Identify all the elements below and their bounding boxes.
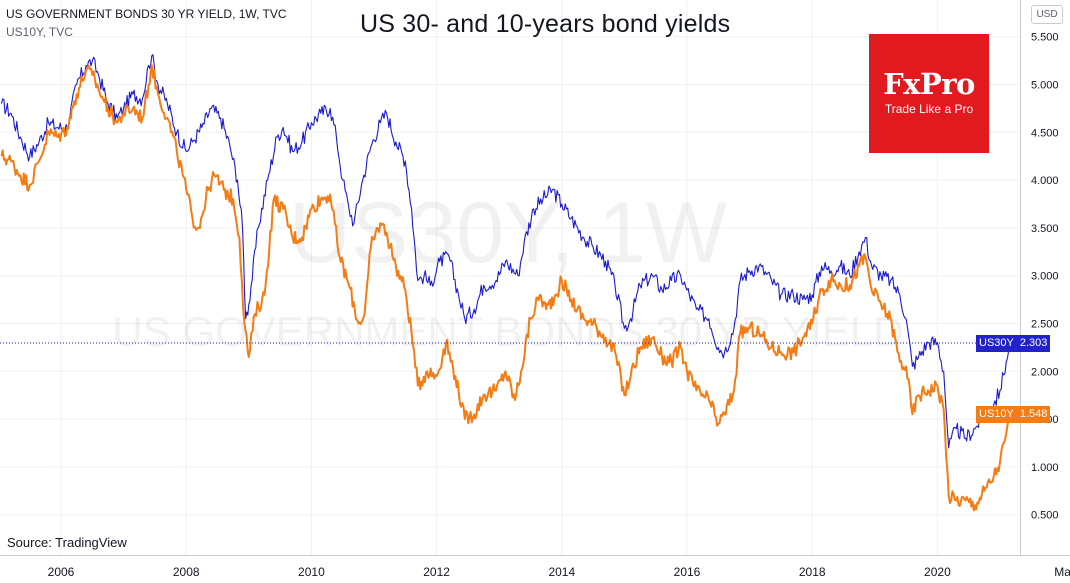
x-tick-label: Ma	[1054, 565, 1070, 579]
us30y-tag-value: 2.303	[1019, 337, 1048, 349]
us10y-last-value-tag: US10Y 1.548	[976, 406, 1051, 423]
x-tick-label: 2014	[548, 565, 575, 579]
watermark-name: US GOVERNMENT BONDS 30 YR YIELD	[112, 308, 903, 355]
source-note: Source: TradingView	[7, 535, 127, 550]
y-tick-label: 5.500	[1031, 32, 1059, 44]
x-tick-label: 2018	[799, 565, 826, 579]
chart-header-secondary: US10Y, TVC	[6, 25, 73, 39]
logo-tagline: Trade Like a Pro	[884, 102, 974, 116]
x-tick-label: 2012	[423, 565, 450, 579]
y-tick-label: 2.500	[1031, 319, 1059, 331]
us30y-last-value-tag: US30Y 2.303	[976, 335, 1051, 352]
x-tick-label: 2010	[298, 565, 325, 579]
y-tick-label: 5.000	[1031, 80, 1059, 92]
x-tick-label: 2008	[173, 565, 200, 579]
series-line-us30y	[0, 54, 1012, 449]
y-axis-ticks: 5.500 5.000 4.500 4.000 3.500 3.000 2.500 2.000…	[1031, 32, 1059, 522]
y-tick-label: 0.500	[1031, 510, 1059, 522]
x-tick-label: 2006	[48, 565, 75, 579]
chart-grid	[0, 0, 1020, 555]
fxpro-logo: FxPro Trade Like a Pro	[869, 34, 989, 153]
currency-button[interactable]: USD	[1031, 5, 1063, 24]
chart-header-main: US GOVERNMENT BONDS 30 YR YIELD, 1W, TVC	[6, 7, 287, 21]
logo-name: FxPro	[883, 67, 975, 101]
x-axis-ticks: 2006 2008 2010 2012 2014 2016 2018 2020 Ma	[48, 565, 1070, 579]
y-tick-label: 2.000	[1031, 366, 1059, 378]
x-tick-label: 2020	[924, 565, 951, 579]
series-line-us10y	[0, 64, 1013, 512]
y-tick-label: 4.500	[1031, 127, 1059, 139]
x-tick-label: 2016	[674, 565, 701, 579]
us10y-tag-symbol: US10Y	[979, 408, 1014, 420]
y-tick-label: 1.000	[1031, 462, 1059, 474]
us30y-tag-symbol: US30Y	[979, 337, 1014, 349]
y-tick-label: 4.000	[1031, 175, 1059, 187]
y-tick-label: 3.500	[1031, 223, 1059, 235]
us10y-tag-value: 1.548	[1019, 408, 1048, 420]
chart-lines	[0, 54, 1013, 512]
y-tick-label: 3.000	[1031, 271, 1059, 283]
chart-title: US 30- and 10-years bond yields	[360, 10, 731, 38]
chart-watermark: US30Y, 1W US GOVERNMENT BONDS 30 YR YIEL…	[112, 185, 903, 355]
